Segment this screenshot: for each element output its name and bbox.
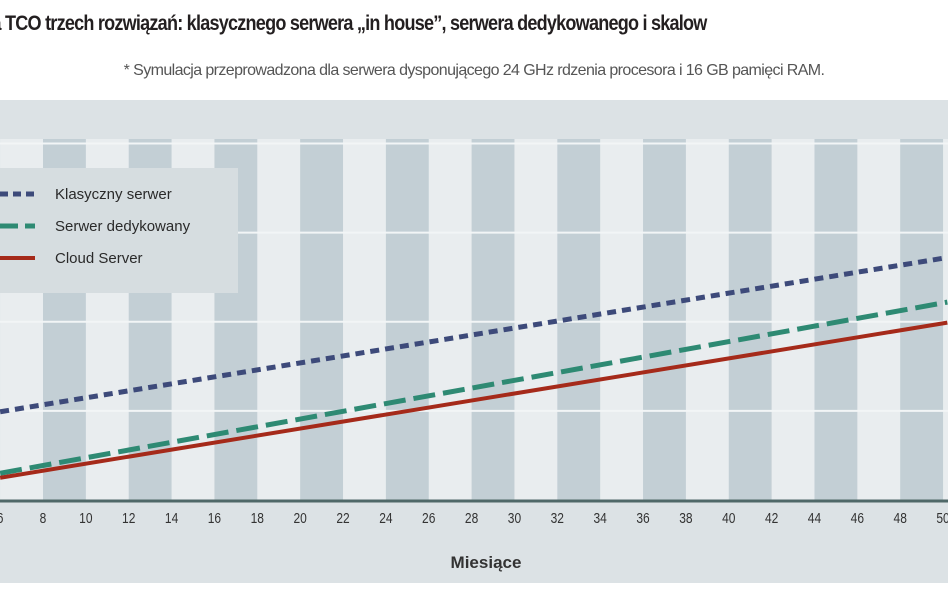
grid-stripe — [385, 139, 430, 500]
series-line-1 — [0, 299, 948, 476]
x-tick-label: 10 — [79, 510, 93, 527]
grid-stripe — [300, 139, 344, 500]
chart-subtitle: * Symulacja przeprowadzona dla serwera d… — [123, 62, 825, 79]
x-tick-label: 18 — [251, 510, 264, 527]
x-tick-label: 12 — [122, 510, 135, 527]
x-tick-label: 30 — [508, 510, 522, 527]
grid-stripe — [943, 139, 948, 500]
x-tick-label: 24 — [379, 510, 393, 527]
legend-box — [0, 168, 238, 293]
grid-stripe — [643, 139, 687, 500]
x-tick-label: 22 — [336, 510, 349, 527]
grid-stripe — [814, 139, 858, 500]
x-tick-label: 36 — [636, 510, 649, 527]
legend-label: Serwer dedykowany — [55, 218, 191, 235]
legend: Klasyczny serwer Serwer dedykowany Cloud S… — [0, 168, 238, 293]
x-tick-label: 46 — [851, 510, 864, 527]
x-tick-label: 14 — [165, 510, 179, 527]
x-tick-label: 8 — [40, 510, 47, 527]
x-tick-label: 40 — [722, 510, 736, 527]
grid-stripe — [428, 139, 473, 500]
series-line-2 — [0, 320, 948, 480]
grid-stripe — [257, 139, 301, 500]
grid-stripe — [471, 139, 515, 500]
x-tick-label: 6 — [0, 510, 3, 527]
x-tick-label: 38 — [679, 510, 692, 527]
grid-stripe — [771, 139, 815, 500]
x-tick-label: 48 — [894, 510, 907, 527]
legend-label: Cloud Server — [55, 250, 143, 267]
grid-stripe — [514, 139, 558, 500]
x-tick-label: 34 — [594, 510, 608, 527]
grid-stripe — [728, 139, 773, 500]
x-tick-label: 20 — [293, 510, 307, 527]
x-tick-label: 16 — [208, 510, 221, 527]
x-axis-label: Miesiące — [451, 553, 522, 572]
chart-title: cja TCO trzech rozwiązań: klasycznego se… — [0, 12, 707, 35]
x-tick-label: 50 — [936, 510, 948, 527]
grid-stripe — [685, 139, 730, 500]
grid-stripe — [343, 139, 387, 500]
x-tick-label: 32 — [551, 510, 564, 527]
x-tick-label: 26 — [422, 510, 435, 527]
legend-label: Klasyczny serwer — [55, 186, 172, 203]
grid-stripe — [900, 139, 944, 500]
x-tick-label: 28 — [465, 510, 478, 527]
x-tick-label: 44 — [808, 510, 822, 527]
x-tick-label: 42 — [765, 510, 778, 527]
grid-stripe — [600, 139, 644, 500]
series-line-0 — [0, 255, 948, 415]
